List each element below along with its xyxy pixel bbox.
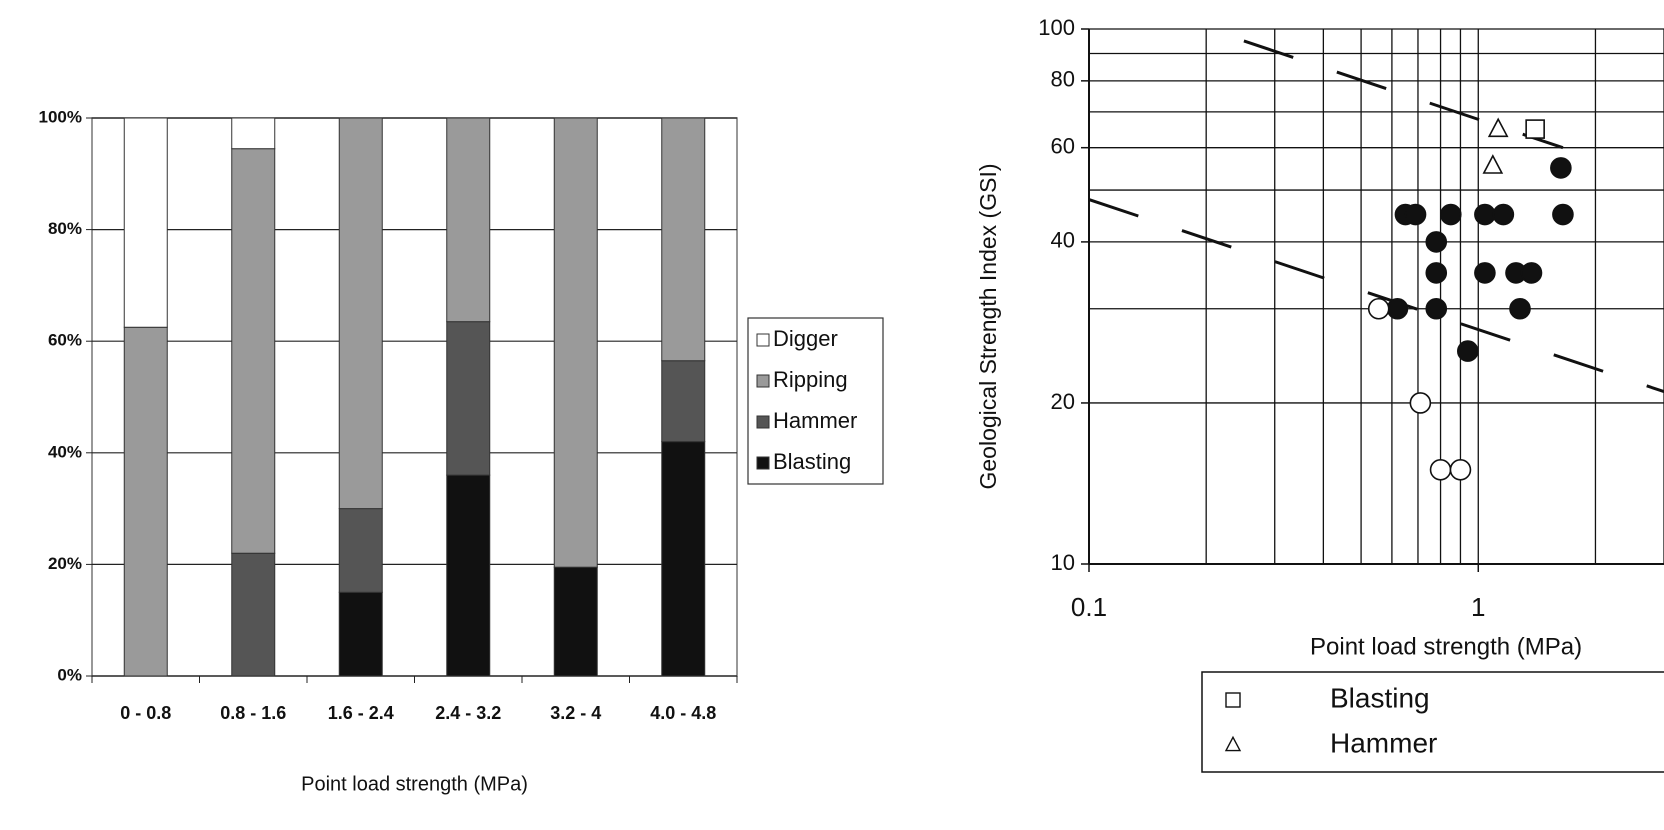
x-tick-label: 3.2 - 4	[550, 703, 601, 723]
y-tick-label: 20	[1051, 389, 1075, 414]
marker-filled-circle	[1552, 203, 1574, 226]
bar-segment	[123, 326, 168, 677]
marker-filled-circle	[1474, 203, 1496, 226]
marker-open-circle	[1449, 458, 1472, 481]
bar-segment	[661, 117, 706, 362]
legend-label: Ripping	[773, 367, 848, 392]
bar-segment	[123, 117, 168, 328]
y-tick-label: 20%	[48, 554, 82, 573]
bar-segment	[446, 321, 491, 476]
marker-filled-circle	[1492, 203, 1515, 226]
legend-swatch	[756, 333, 770, 347]
marker-filled-circle	[1457, 340, 1479, 362]
legend-label: Blasting	[773, 449, 851, 474]
boundary-line	[1088, 198, 1664, 394]
x-tick-label: 1	[1471, 592, 1485, 622]
legend-label: Hammer	[773, 408, 857, 433]
legend-label: Blasting	[1330, 682, 1430, 713]
x-tick-label: 0.8 - 1.6	[220, 703, 286, 723]
marker-filled-circle	[1386, 297, 1409, 320]
legend	[1201, 671, 1664, 773]
x-axis-title: Point load strength (MPa)	[301, 773, 528, 795]
marker-triangle	[1482, 154, 1504, 174]
legend-label: Hammer	[1330, 727, 1437, 758]
y-tick-label: 40%	[48, 442, 82, 461]
legend-swatch	[756, 456, 770, 470]
y-tick-label: 0%	[57, 665, 82, 684]
marker-filled-circle	[1425, 297, 1448, 320]
marker-filled-circle	[1425, 231, 1448, 253]
bar-segment	[231, 552, 276, 677]
bar-segment	[231, 117, 276, 150]
marker-square	[1225, 692, 1241, 708]
y-tick-label: 10	[1051, 550, 1075, 575]
legend-swatch	[756, 374, 770, 388]
marker-filled-circle	[1520, 262, 1543, 284]
boundary-line	[1243, 39, 1564, 150]
marker-filled-circle	[1439, 203, 1462, 226]
y-tick-label: 80%	[48, 219, 82, 238]
marker-filled-circle	[1509, 297, 1531, 320]
marker-triangle	[1224, 735, 1242, 752]
x-tick-label: 1.6 - 2.4	[328, 703, 394, 723]
marker-filled-circle	[1474, 262, 1496, 284]
y-tick-label: 100	[1038, 15, 1075, 40]
bar-segment	[338, 117, 383, 510]
plot-area	[91, 117, 738, 677]
y-axis-title: Geological Strength Index (GSI)	[975, 164, 1001, 490]
bar-segment	[231, 148, 276, 554]
y-tick-label: 40	[1051, 228, 1075, 253]
marker-filled-circle	[1425, 262, 1448, 284]
legend-label: Digger	[773, 326, 838, 351]
x-tick-label: 0.1	[1071, 592, 1107, 622]
x-tick-label: 0 - 0.8	[120, 703, 171, 723]
marker-open-circle	[1429, 458, 1452, 481]
bar-segment	[661, 360, 706, 443]
marker-square	[1525, 119, 1545, 139]
y-tick-label: 60%	[48, 331, 82, 350]
marker-filled-circle	[1404, 203, 1427, 226]
marker-filled-circle	[1550, 157, 1572, 179]
bar-segment	[553, 117, 598, 568]
legend	[747, 317, 884, 485]
x-tick-label: 4.0 - 4.8	[650, 703, 716, 723]
legend-swatch	[756, 415, 770, 429]
marker-open-circle	[1409, 392, 1432, 414]
bar-segment	[338, 591, 383, 677]
bar-segment	[446, 474, 491, 677]
y-tick-label: 80	[1051, 67, 1075, 92]
bar-segment	[338, 508, 383, 593]
bar-segment	[661, 441, 706, 677]
y-tick-label: 100%	[39, 107, 82, 126]
marker-triangle	[1487, 117, 1509, 138]
bar-segment	[446, 117, 491, 323]
x-tick-label: 2.4 - 3.2	[435, 703, 501, 723]
marker-open-circle	[1367, 297, 1390, 320]
y-tick-label: 60	[1051, 134, 1075, 159]
bar-segment	[553, 566, 598, 677]
x-axis-title: Point load strength (MPa)	[1310, 633, 1582, 660]
